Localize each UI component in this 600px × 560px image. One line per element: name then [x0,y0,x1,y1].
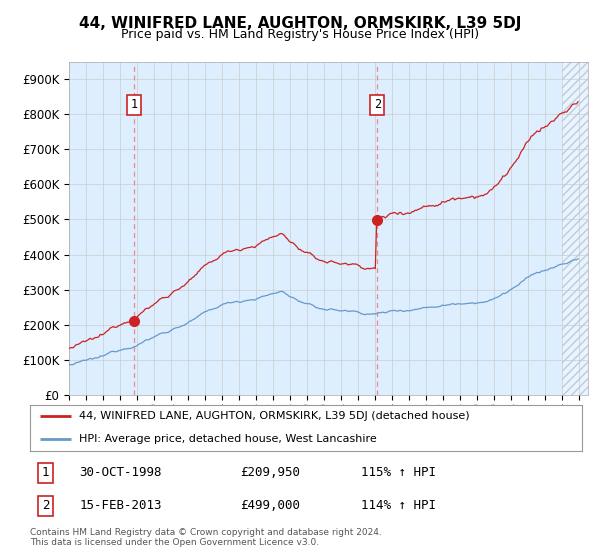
Text: £209,950: £209,950 [240,466,300,479]
Bar [134,62,377,395]
Text: 2: 2 [374,99,381,111]
Text: Contains HM Land Registry data © Crown copyright and database right 2024.
This d: Contains HM Land Registry data © Crown c… [30,528,382,547]
Text: 114% ↑ HPI: 114% ↑ HPI [361,500,436,512]
Text: 1: 1 [42,466,49,479]
Text: 30-OCT-1998: 30-OCT-1998 [80,466,162,479]
Text: HPI: Average price, detached house, West Lancashire: HPI: Average price, detached house, West… [79,434,376,444]
Text: Price paid vs. HM Land Registry's House Price Index (HPI): Price paid vs. HM Land Registry's House … [121,28,479,41]
Text: £499,000: £499,000 [240,500,300,512]
Text: 115% ↑ HPI: 115% ↑ HPI [361,466,436,479]
Text: 2: 2 [42,500,49,512]
Bar [562,62,588,395]
Text: 1: 1 [131,99,138,111]
Text: 44, WINIFRED LANE, AUGHTON, ORMSKIRK, L39 5DJ (detached house): 44, WINIFRED LANE, AUGHTON, ORMSKIRK, L3… [79,411,469,421]
Text: 44, WINIFRED LANE, AUGHTON, ORMSKIRK, L39 5DJ: 44, WINIFRED LANE, AUGHTON, ORMSKIRK, L3… [79,16,521,31]
Text: 15-FEB-2013: 15-FEB-2013 [80,500,162,512]
